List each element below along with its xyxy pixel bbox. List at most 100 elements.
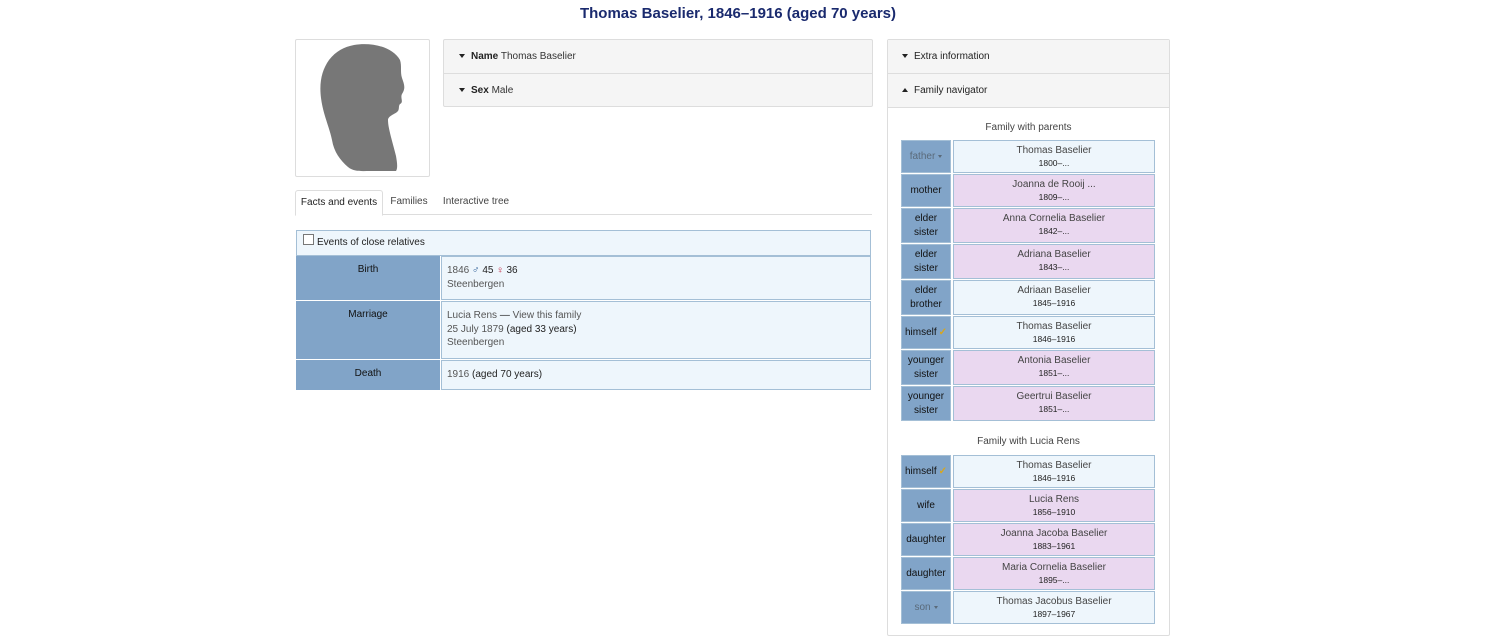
person-card[interactable]: Adriana Baselier 1843–... — [953, 244, 1155, 279]
person-card[interactable]: Thomas Baselier 1846–1916 — [953, 455, 1155, 488]
name-row[interactable]: Name Thomas Baselier — [444, 40, 872, 74]
sex-value: Male — [491, 85, 514, 96]
person-years: 1800–... — [1038, 158, 1070, 168]
person-card[interactable]: Thomas Baselier 1800–... — [953, 140, 1155, 173]
name-label: Name — [471, 51, 499, 62]
relation-label[interactable]: son — [901, 591, 951, 624]
sex-label: Sex — [471, 85, 489, 96]
relation-label: daughter — [901, 523, 951, 556]
sidebar: Extra information Family navigator Famil… — [887, 39, 1170, 636]
tab-families[interactable]: Families — [390, 196, 428, 207]
family-caption: Family with parents — [985, 122, 1072, 133]
person-card[interactable]: Joanna Jacoba Baselier 1883–1961 — [953, 523, 1155, 556]
person-name: Maria Cornelia Baselier — [1002, 562, 1106, 573]
fact-row-birth: Birth 1846 ♂ 45 ♀ 36 Steenbergen — [296, 256, 871, 300]
person-years: 1851–... — [1038, 368, 1070, 378]
close-relatives-checkbox[interactable] — [303, 233, 314, 245]
fact-value: 1916 (aged 70 years) — [441, 360, 871, 390]
spouse-link[interactable]: Lucia Rens — [447, 310, 498, 321]
person-card[interactable]: Lucia Rens 1856–1910 — [953, 489, 1155, 522]
fact-row-death: Death 1916 (aged 70 years) — [296, 360, 871, 390]
person-card[interactable]: Thomas Jacobus Baselier 1897–1967 — [953, 591, 1155, 624]
male-icon: ♂ — [472, 265, 480, 276]
relation-text: son — [914, 601, 931, 613]
person-years: 1856–1910 — [1032, 507, 1076, 517]
extra-information-label: Extra information — [914, 51, 990, 62]
person-name: Antonia Baselier — [1017, 355, 1091, 366]
relation-label: daughter — [901, 557, 951, 590]
close-relatives-label[interactable]: Events of close relatives — [317, 237, 425, 248]
person-years: 1843–... — [1038, 262, 1070, 272]
tab-interactive-tree[interactable]: Interactive tree — [442, 196, 510, 207]
person-name: Anna Cornelia Baselier — [1002, 213, 1106, 224]
relation-text: father — [909, 150, 936, 162]
person-name: Thomas Baselier — [1016, 145, 1092, 156]
relation-text: daughter — [906, 567, 946, 579]
person-card[interactable]: Anna Cornelia Baselier 1842–... — [953, 208, 1155, 243]
mother-age: 36 — [506, 265, 518, 276]
person-name: Lucia Rens — [1028, 494, 1080, 505]
person-name: Thomas Baselier — [1016, 460, 1092, 471]
marriage-age: (aged 33 years) — [506, 323, 577, 335]
birth-place-link[interactable]: Steenbergen — [447, 278, 505, 290]
family-navigator-label: Family navigator — [914, 85, 988, 96]
person-name: Joanna de Rooij ... — [1012, 179, 1096, 190]
person-name: Adriaan Baselier — [1017, 285, 1091, 296]
person-card[interactable]: Joanna de Rooij ... 1809–... — [953, 174, 1155, 207]
death-date-link[interactable]: 1916 — [447, 369, 470, 380]
person-years: 1845–1916 — [1032, 298, 1076, 308]
fact-label: Death — [296, 360, 440, 390]
person-years: 1897–1967 — [1032, 609, 1076, 619]
marriage-place-link[interactable]: Steenbergen — [447, 337, 505, 348]
sex-row[interactable]: Sex Male — [444, 74, 872, 107]
relation-text: wife — [917, 499, 935, 511]
person-years: 1842–... — [1038, 226, 1070, 236]
birth-date-link[interactable]: 1846 — [447, 265, 470, 276]
father-age: 45 — [482, 265, 494, 276]
family-caption: Family with Lucia Rens — [977, 436, 1080, 447]
relation-label: wife — [901, 489, 951, 522]
person-card[interactable]: Adriaan Baselier 1845–1916 — [953, 280, 1155, 315]
checkmark-icon: ✓ — [938, 326, 948, 338]
relation-label: himself ✓ — [901, 455, 951, 488]
relation-label: elder brother — [901, 280, 951, 315]
fact-label: Marriage — [296, 301, 440, 359]
relation-label: elder sister — [901, 208, 951, 243]
person-name: Geertrui Baselier — [1016, 391, 1092, 402]
fact-row-marriage: Marriage Lucia Rens — View this family 2… — [296, 301, 871, 359]
person-card[interactable]: Maria Cornelia Baselier 1895–... — [953, 557, 1155, 590]
relation-label: younger sister — [901, 386, 951, 421]
person-card[interactable]: Antonia Baselier 1851–... — [953, 350, 1155, 385]
relation-label: younger sister — [901, 350, 951, 385]
relation-text: elder brother — [910, 284, 942, 310]
marriage-date-link[interactable]: 25 July 1879 — [447, 323, 504, 335]
caret-down-icon — [902, 54, 908, 59]
relation-label[interactable]: father — [901, 140, 951, 173]
person-card[interactable]: Thomas Baselier 1846–1916 — [953, 316, 1155, 349]
fact-label: Birth — [296, 256, 440, 300]
relation-text: daughter — [906, 533, 946, 545]
fact-value: Lucia Rens — View this family 25 July 18… — [441, 301, 871, 359]
person-name: Thomas Jacobus Baselier — [996, 596, 1112, 607]
person-years: 1851–... — [1038, 404, 1070, 414]
view-family-link[interactable]: View this family — [512, 310, 582, 321]
person-years: 1846–1916 — [1032, 334, 1076, 344]
relation-text: younger sister — [907, 354, 945, 380]
person-card[interactable]: Geertrui Baselier 1851–... — [953, 386, 1155, 421]
tab-facts-and-events[interactable]: Facts and events — [295, 190, 383, 216]
name-sex-panel: Name Thomas Baselier Sex Male — [443, 39, 873, 107]
relation-text: himself — [904, 465, 937, 477]
death-age: (aged 70 years) — [472, 369, 543, 380]
person-years: 1846–1916 — [1032, 473, 1076, 483]
family-navigator-header[interactable]: Family navigator — [888, 74, 1169, 108]
person-years: 1809–... — [1038, 192, 1070, 202]
person-name: Joanna Jacoba Baselier — [1000, 528, 1108, 539]
separator: — — [499, 310, 510, 321]
relation-text: elder sister — [914, 248, 938, 274]
silhouette-icon — [320, 44, 405, 172]
relation-label: himself ✓ — [901, 316, 951, 349]
checkmark-icon: ✓ — [938, 465, 948, 477]
extra-information-header[interactable]: Extra information — [888, 40, 1169, 74]
relation-label: elder sister — [901, 244, 951, 279]
person-years: 1883–1961 — [1032, 541, 1076, 551]
